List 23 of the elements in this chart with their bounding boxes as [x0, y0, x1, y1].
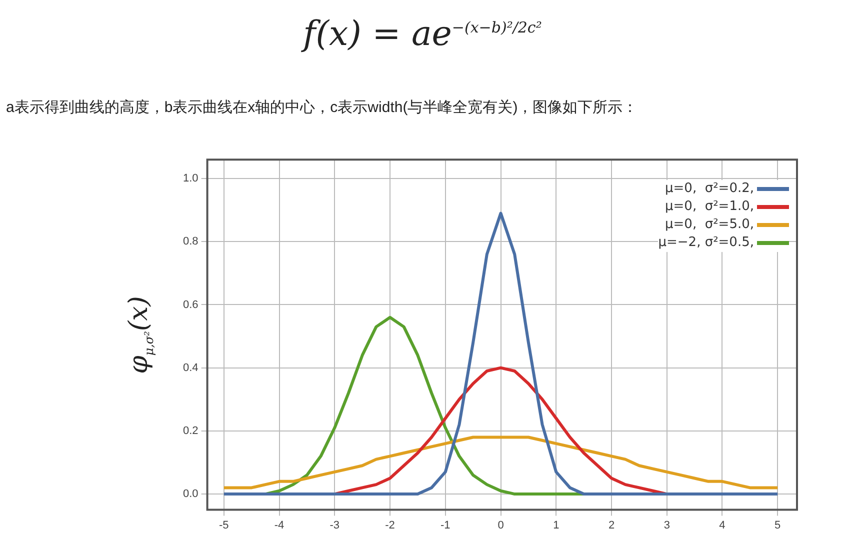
- y-tick-label: 0.6: [182, 298, 198, 311]
- x-tick-label: -5: [219, 519, 229, 532]
- x-tick-label: 4: [719, 519, 726, 532]
- legend-label: μ=0, σ²=0.2,: [665, 181, 754, 196]
- legend-label: μ=−2, σ²=0.5,: [658, 235, 754, 250]
- x-tick-label: 5: [774, 519, 781, 532]
- x-tick-label: 2: [608, 519, 615, 532]
- y-tick-label: 0.2: [182, 424, 198, 437]
- legend-label: μ=0, σ²=1.0,: [665, 199, 754, 214]
- x-tick-label: 0: [498, 519, 504, 532]
- chart-title: f(x) = ae$^{−(x−b)²/2c²}$: [300, 14, 543, 54]
- x-tick-label: -4: [274, 519, 284, 532]
- y-tick-label: 0.8: [182, 236, 198, 248]
- y-tick-label: 0.4: [182, 362, 198, 374]
- x-tick-label: -1: [440, 519, 450, 532]
- chart-subtitle: a表示得到曲线的高度，b表示曲线在x轴的中心，c表示width(与半峰全宽有关)，图像如下所示：: [6, 98, 638, 117]
- legend-label: μ=0, σ²=5.0,: [665, 217, 754, 232]
- x-tick-label: -3: [330, 519, 340, 532]
- x-tick-label: 1: [553, 519, 560, 532]
- x-tick-label: -2: [385, 519, 395, 532]
- y-tick-label: 1.0: [182, 172, 198, 185]
- y-tick-label: 0.0: [182, 488, 198, 500]
- x-tick-label: 3: [664, 519, 670, 532]
